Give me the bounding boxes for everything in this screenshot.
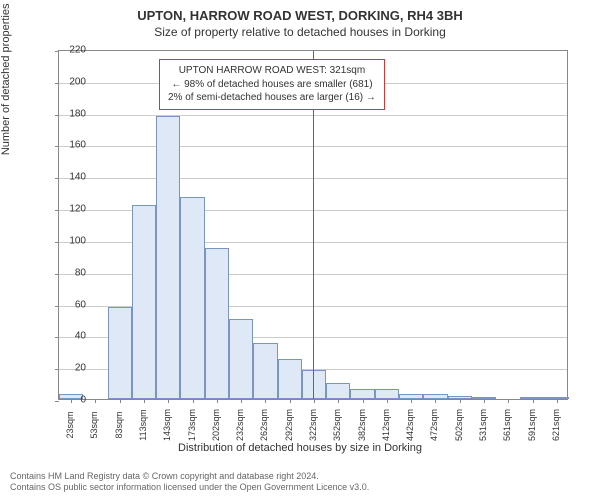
x-tick-label: 442sqm: [405, 405, 415, 445]
x-tick-label: 202sqm: [211, 405, 221, 445]
x-tick-label: 113sqm: [138, 405, 148, 445]
y-tick-label: 100: [56, 235, 86, 246]
x-tick-label: 591sqm: [527, 405, 537, 445]
chart-plot-area: UPTON HARROW ROAD WEST: 321sqm← 98% of d…: [58, 50, 568, 400]
y-tick-label: 0: [56, 395, 86, 406]
y-tick-label: 40: [56, 331, 86, 342]
histogram-bar: [156, 116, 180, 399]
x-tick-label: 83sqm: [114, 405, 124, 445]
histogram-bar: [108, 307, 132, 399]
callout-title: UPTON HARROW ROAD WEST: 321sqm: [168, 64, 376, 78]
footer-line-1: Contains HM Land Registry data © Crown c…: [10, 471, 369, 483]
x-tick-label: 621sqm: [551, 405, 561, 445]
histogram-bar: [229, 319, 253, 399]
y-tick-label: 120: [56, 204, 86, 215]
y-tick-label: 60: [56, 299, 86, 310]
histogram-bar: [205, 248, 229, 399]
x-tick-label: 173sqm: [187, 405, 197, 445]
x-tick-label: 531sqm: [478, 405, 488, 445]
histogram-bar: [375, 389, 399, 399]
y-tick-label: 20: [56, 363, 86, 374]
x-tick-label: 292sqm: [284, 405, 294, 445]
x-tick-label: 143sqm: [162, 405, 172, 445]
histogram-bar: [326, 383, 350, 399]
marker-callout: UPTON HARROW ROAD WEST: 321sqm← 98% of d…: [159, 59, 385, 110]
callout-line-smaller: ← 98% of detached houses are smaller (68…: [168, 78, 376, 92]
x-tick-label: 262sqm: [259, 405, 269, 445]
y-tick-label: 80: [56, 267, 86, 278]
x-tick-label: 502sqm: [454, 405, 464, 445]
histogram-bar: [132, 205, 156, 399]
footer-line-2: Contains OS public sector information li…: [10, 482, 369, 494]
callout-line-larger: 2% of semi-detached houses are larger (1…: [168, 91, 376, 105]
y-tick-label: 220: [56, 45, 86, 56]
x-tick-label: 412sqm: [381, 405, 391, 445]
x-tick-label: 382sqm: [357, 405, 367, 445]
histogram-bar: [253, 343, 277, 399]
x-tick-label: 561sqm: [502, 405, 512, 445]
histogram-bar: [350, 389, 374, 399]
x-tick-label: 53sqm: [89, 405, 99, 445]
chart-subtitle: Size of property relative to detached ho…: [0, 25, 600, 39]
y-tick-label: 200: [56, 76, 86, 87]
x-tick-label: 322sqm: [308, 405, 318, 445]
histogram-bar: [278, 359, 302, 399]
y-tick-label: 160: [56, 140, 86, 151]
y-tick-label: 180: [56, 108, 86, 119]
x-tick-label: 23sqm: [65, 405, 75, 445]
y-tick-label: 140: [56, 172, 86, 183]
y-axis-label: Number of detached properties: [0, 4, 12, 156]
x-tick-label: 232sqm: [235, 405, 245, 445]
x-tick-label: 352sqm: [332, 405, 342, 445]
footer-attribution: Contains HM Land Registry data © Crown c…: [10, 471, 369, 494]
histogram-bar: [180, 197, 204, 399]
x-tick-label: 472sqm: [429, 405, 439, 445]
chart-title: UPTON, HARROW ROAD WEST, DORKING, RH4 3B…: [0, 8, 600, 23]
